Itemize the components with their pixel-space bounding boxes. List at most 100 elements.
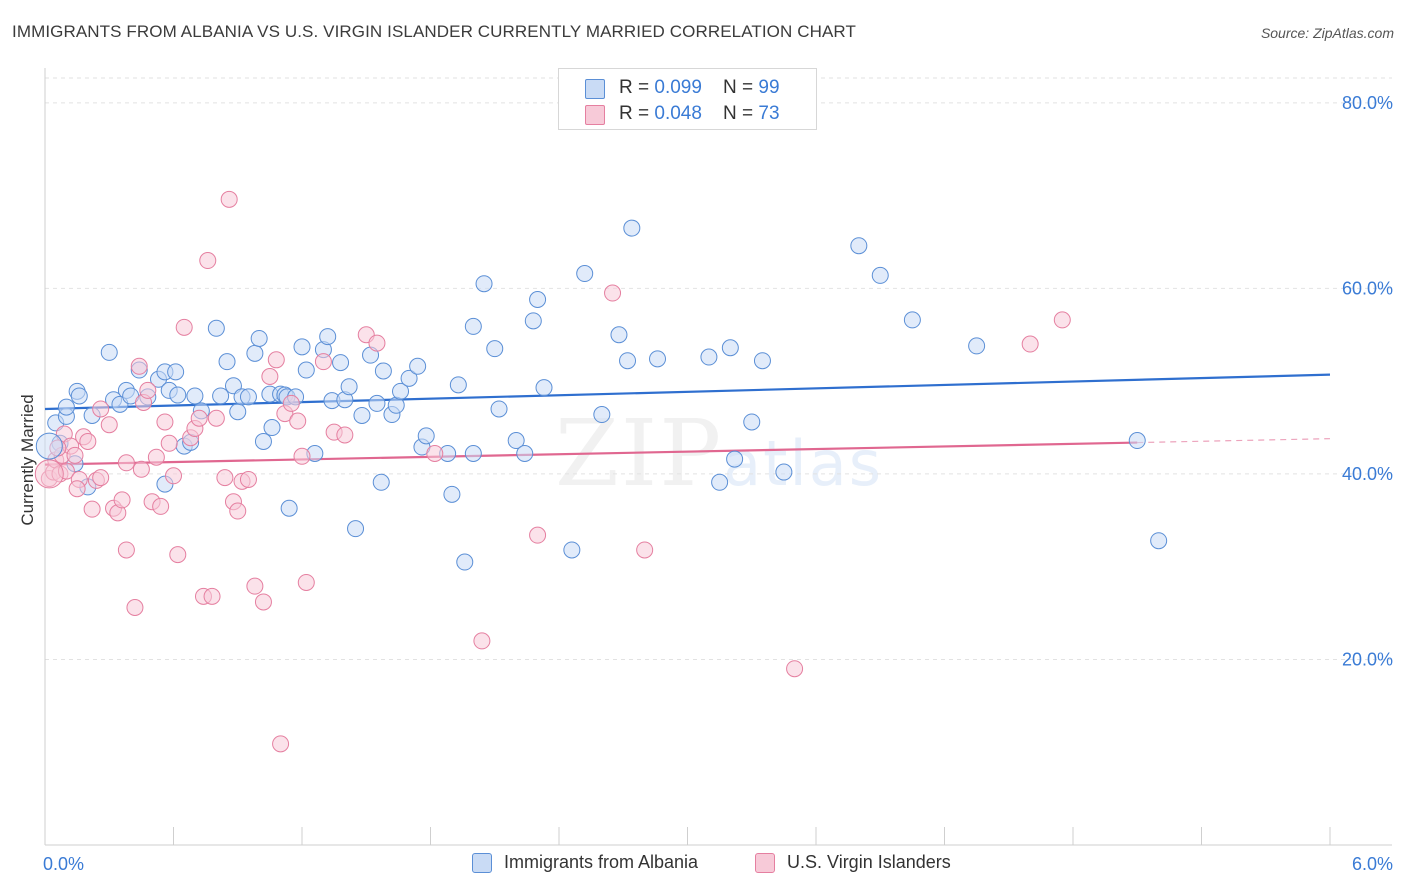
- albania-point: [218, 353, 236, 371]
- albania-point: [229, 403, 247, 421]
- virgin-islander-point: [132, 460, 150, 478]
- albania-point: [903, 311, 921, 329]
- albania-point: [340, 378, 358, 396]
- albania-point: [449, 376, 467, 394]
- albania-point: [535, 379, 553, 397]
- virgin-islander-point: [92, 469, 110, 487]
- albania-point: [529, 291, 547, 309]
- albania-point: [871, 266, 889, 284]
- albania-point: [743, 413, 761, 431]
- virgin-islander-point: [169, 546, 187, 564]
- y-tick-label: 60.0%: [1342, 278, 1393, 298]
- albania-point: [563, 541, 581, 559]
- virgin-islander-point: [165, 467, 182, 485]
- legend-swatch-pink: [585, 105, 605, 125]
- trend-lines: [44, 373, 1331, 466]
- virgin-islander-point: [152, 497, 170, 515]
- virgin-islander-point: [229, 502, 247, 520]
- virgin-islander-point: [117, 541, 135, 559]
- grid-lines: [45, 77, 1392, 660]
- virgin-islander-point: [79, 432, 97, 450]
- virgin-islander-point: [207, 409, 225, 427]
- albania-point: [212, 387, 230, 405]
- albania-point: [35, 432, 63, 460]
- legend-swatch-pink: [755, 853, 775, 873]
- albania-point: [711, 473, 729, 491]
- virgin-islander-point: [314, 353, 332, 371]
- correlation-legend: R = 0.099 N = 99 R = 0.048 N = 73: [558, 68, 817, 130]
- virgin-islander-point: [529, 526, 547, 544]
- tick-labels: 20.0% 40.0% 60.0% 80.0% 0.0% 6.0%: [43, 93, 1393, 874]
- virgin-islander-point: [83, 500, 101, 518]
- x-tick-label: 6.0%: [1352, 854, 1393, 874]
- n-label: N =: [723, 77, 759, 98]
- virgin-islander-point: [220, 190, 238, 208]
- n-value: 99: [758, 77, 780, 98]
- virgin-islander-point: [636, 541, 654, 559]
- virgin-islander-point: [100, 416, 118, 434]
- y-tick-label: 80.0%: [1342, 93, 1393, 113]
- virgin-islander-point: [272, 735, 290, 753]
- virgin-islander-point: [156, 413, 174, 431]
- n-value: 73: [758, 103, 780, 124]
- virgin-islander-point: [199, 252, 217, 270]
- virgin-islander-point: [34, 459, 64, 489]
- virgin-islander-point: [216, 469, 234, 487]
- virgin-islander-trend-extension: [1137, 438, 1331, 444]
- y-axis-title: Currently Married: [18, 394, 37, 525]
- virgin-islander-point: [368, 334, 386, 352]
- virgin-islander-point: [246, 577, 264, 595]
- albania-point: [700, 348, 718, 366]
- virgin-islander-point: [604, 284, 622, 302]
- r-value: 0.048: [654, 103, 702, 124]
- albania-point: [775, 463, 793, 481]
- albania-point: [417, 427, 435, 445]
- albania-point: [400, 369, 418, 387]
- albania-point: [353, 406, 371, 424]
- albania-point: [100, 343, 118, 361]
- albania-point: [246, 344, 264, 362]
- albania-point: [623, 219, 641, 237]
- legend-swatch-blue: [472, 853, 492, 873]
- virgin-islander-point: [282, 394, 300, 412]
- albania-point: [726, 450, 744, 468]
- virgin-islander-point: [130, 357, 148, 375]
- chart-title: IMMIGRANTS FROM ALBANIA VS U.S. VIRGIN I…: [12, 22, 856, 41]
- virgin-islander-point: [297, 573, 315, 591]
- albania-point: [1150, 532, 1168, 550]
- albania-point: [254, 432, 272, 450]
- virgin-islander-point: [336, 426, 354, 444]
- virgin-islander-point: [147, 448, 165, 466]
- virgin-islander-point: [786, 660, 804, 678]
- albania-point: [319, 328, 337, 346]
- virgin-islander-point: [113, 491, 131, 509]
- watermark-atlas: atlas: [723, 427, 883, 500]
- albania-point: [280, 499, 298, 517]
- albania-point: [297, 361, 315, 379]
- albania-point: [486, 340, 504, 358]
- albania-point: [464, 317, 482, 335]
- virgin-islander-point: [426, 445, 444, 463]
- virgin-islander-point: [117, 454, 135, 472]
- n-label: N =: [723, 103, 759, 124]
- virgin-islander-point: [92, 400, 110, 418]
- albania-point: [374, 362, 392, 380]
- albania-point: [721, 339, 739, 357]
- r-value: 0.099: [654, 77, 702, 98]
- albania-point: [968, 337, 986, 355]
- albania-point: [169, 386, 187, 404]
- albania-point: [57, 398, 75, 416]
- albania-point: [186, 387, 204, 405]
- albania-point: [490, 400, 508, 418]
- albania-point: [593, 406, 611, 424]
- albania-trend-line: [44, 373, 1331, 411]
- x-tick-label: 0.0%: [43, 854, 84, 874]
- r-label: R =: [619, 103, 655, 124]
- virgin-islander-trend-line: [44, 441, 1138, 466]
- virgin-islander-point: [1053, 311, 1071, 329]
- albania-point: [368, 394, 386, 412]
- albania-point: [850, 237, 868, 255]
- albania-point: [456, 553, 474, 571]
- virgin-islander-point: [239, 470, 257, 488]
